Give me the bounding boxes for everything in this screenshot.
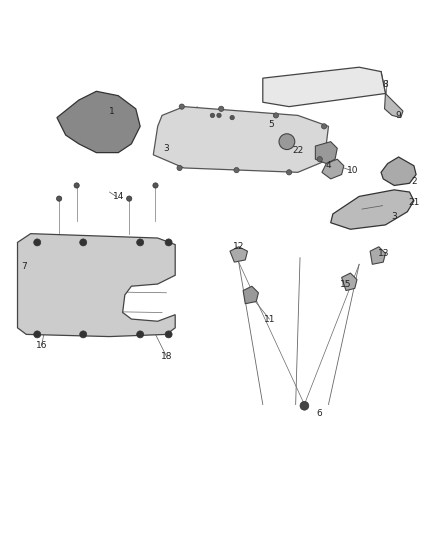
Polygon shape — [385, 93, 403, 118]
Polygon shape — [263, 67, 385, 107]
Circle shape — [217, 113, 221, 118]
Circle shape — [80, 331, 87, 338]
Text: 10: 10 — [347, 166, 358, 175]
Circle shape — [165, 239, 172, 246]
Text: 12: 12 — [233, 243, 244, 251]
Circle shape — [219, 106, 224, 111]
Circle shape — [137, 239, 144, 246]
Text: 1: 1 — [109, 107, 115, 116]
Circle shape — [127, 196, 132, 201]
Polygon shape — [315, 142, 337, 164]
Text: 22: 22 — [292, 146, 304, 155]
Text: 3: 3 — [163, 144, 170, 153]
Polygon shape — [230, 247, 247, 262]
Text: 6: 6 — [317, 409, 323, 418]
Circle shape — [286, 169, 292, 175]
Polygon shape — [153, 107, 328, 172]
Polygon shape — [370, 247, 385, 264]
Circle shape — [165, 331, 172, 338]
Text: 11: 11 — [264, 314, 275, 324]
Circle shape — [279, 134, 295, 150]
Text: 9: 9 — [396, 111, 402, 120]
Circle shape — [179, 104, 184, 109]
Circle shape — [317, 157, 322, 162]
Circle shape — [74, 183, 79, 188]
Circle shape — [177, 165, 182, 171]
Polygon shape — [342, 273, 357, 290]
Polygon shape — [381, 157, 416, 185]
Circle shape — [153, 183, 158, 188]
Polygon shape — [322, 159, 344, 179]
Text: 5: 5 — [268, 119, 275, 128]
Circle shape — [230, 115, 234, 120]
Polygon shape — [57, 91, 140, 152]
Polygon shape — [243, 286, 258, 304]
Circle shape — [321, 124, 327, 129]
Text: 3: 3 — [391, 212, 397, 221]
Circle shape — [57, 196, 62, 201]
Text: 13: 13 — [378, 249, 389, 258]
Circle shape — [34, 331, 41, 338]
Polygon shape — [18, 233, 175, 336]
Circle shape — [210, 113, 215, 118]
Text: 18: 18 — [161, 352, 172, 361]
Text: 7: 7 — [21, 262, 27, 271]
Text: 15: 15 — [340, 279, 352, 288]
Text: 21: 21 — [408, 198, 420, 207]
Circle shape — [300, 401, 309, 410]
Circle shape — [80, 239, 87, 246]
Circle shape — [137, 331, 144, 338]
Text: 4: 4 — [326, 161, 331, 170]
Text: 16: 16 — [36, 341, 47, 350]
Circle shape — [234, 167, 239, 173]
Text: 14: 14 — [113, 192, 124, 201]
Circle shape — [34, 239, 41, 246]
Text: 8: 8 — [382, 80, 389, 89]
Text: 2: 2 — [411, 176, 417, 185]
Polygon shape — [331, 190, 414, 229]
Circle shape — [273, 113, 279, 118]
